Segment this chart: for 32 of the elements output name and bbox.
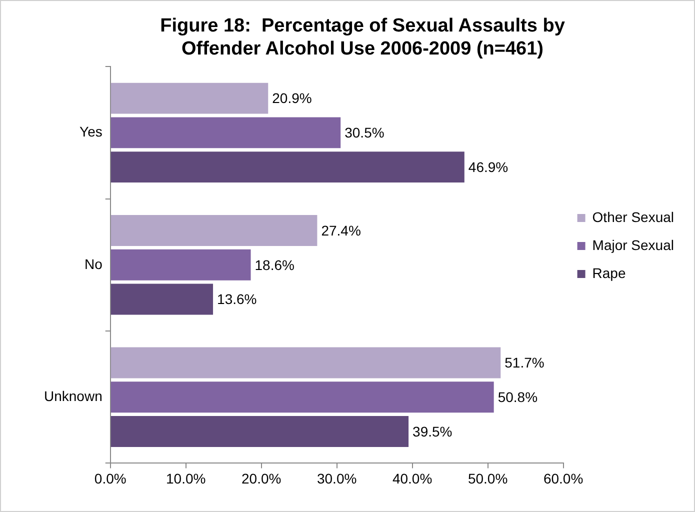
y-tick-label: Yes: [80, 124, 102, 140]
legend-label: Rape: [592, 264, 626, 281]
data-label: 18.6%: [254, 256, 294, 273]
data-label: 30.5%: [344, 124, 384, 141]
data-label: 20.9%: [272, 90, 312, 106]
bar: [110, 416, 409, 447]
data-label: 13.6%: [217, 291, 257, 308]
data-label: 46.9%: [468, 158, 508, 175]
data-label: 50.8%: [498, 388, 538, 405]
data-label: 39.5%: [412, 423, 452, 440]
x-tick-label: 50.0%: [468, 470, 508, 486]
bar: [110, 152, 464, 183]
bar: [110, 82, 268, 114]
x-tick-label: 10.0%: [166, 470, 206, 486]
x-tick-label: 60.0%: [543, 470, 584, 486]
y-tick-label: Unknown: [44, 388, 102, 404]
data-label: 51.7%: [504, 354, 544, 371]
bar: [110, 215, 318, 246]
data-label: 27.4%: [321, 222, 361, 238]
x-tick-label: 40.0%: [392, 470, 432, 486]
chart-title: Figure 18: Percentage of Sexual Assaults by Offender Alcohol Use 2006-2009 (n=461): [160, 16, 566, 60]
y-tick-label: No: [84, 256, 103, 272]
legend-label: Other Sexual: [592, 208, 674, 225]
bar: [110, 117, 341, 148]
bar: [110, 249, 251, 280]
bar: [110, 382, 494, 413]
x-tick-label: 30.0%: [316, 470, 357, 486]
legend-label: Major Sexual: [592, 236, 674, 253]
bar: [110, 347, 501, 378]
bar: [110, 284, 214, 315]
x-tick-label: 0.0%: [94, 470, 126, 486]
x-tick-label: 20.0%: [241, 470, 282, 486]
